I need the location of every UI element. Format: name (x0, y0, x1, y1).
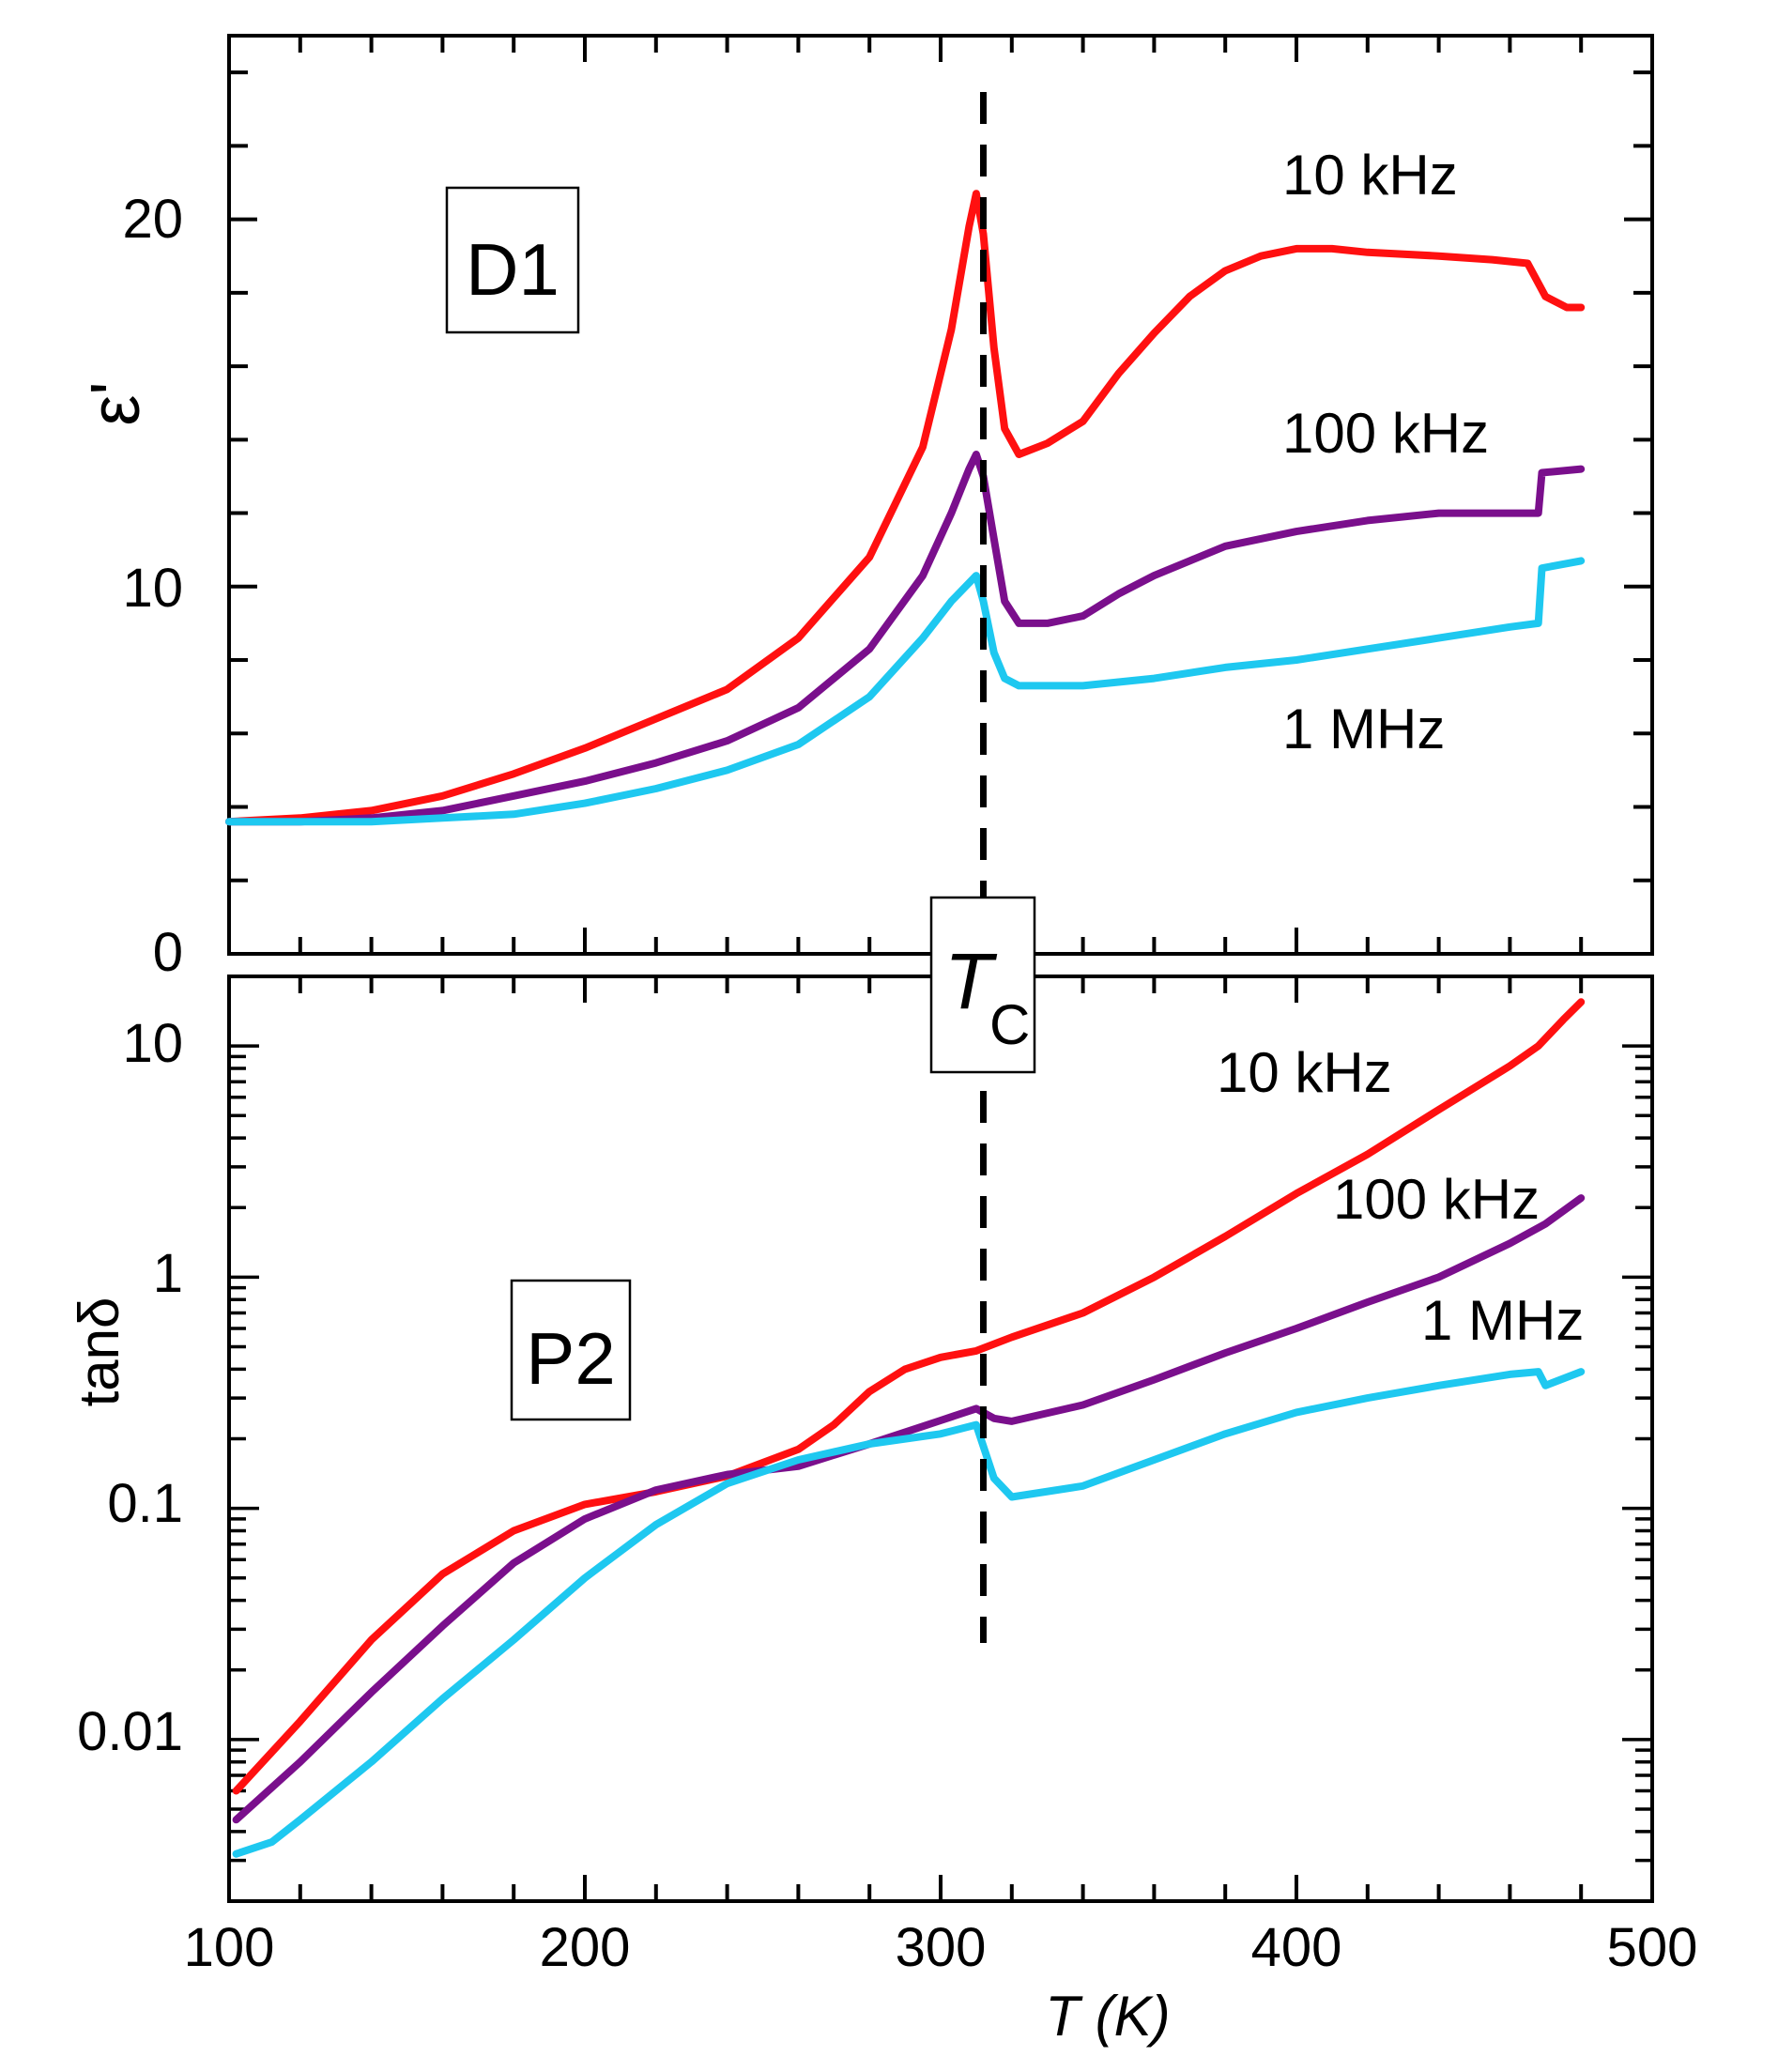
top-label-1mhz: 1 MHz (1282, 698, 1445, 760)
top-series-group (225, 190, 1586, 826)
bottom-ytick-label-10: 10 (122, 1013, 183, 1074)
bottom-series-1-mhz (232, 1368, 1586, 1858)
bottom-series-100-khz (232, 1194, 1586, 1824)
bottom-ytick-label-0.01: 0.01 (77, 1701, 183, 1762)
panel-label-box-p2 (510, 1279, 632, 1421)
xtick-label-100: 100 (184, 1917, 275, 1978)
x-axis-title: T (K) (1045, 1985, 1170, 2048)
panel-label-d1: D1 (466, 228, 559, 311)
xtick-label-400: 400 (1251, 1917, 1342, 1978)
bottom-label-1mhz: 1 MHz (1421, 1289, 1584, 1352)
bottom-axis-ticks (227, 975, 1654, 1903)
top-series-100-khz (225, 451, 1586, 826)
bottom-series-10-khz (232, 998, 1586, 1795)
top-label-100khz: 100 kHz (1282, 402, 1489, 465)
bottom-ytick-label-0.1: 0.1 (107, 1473, 183, 1534)
top-ytick-label-10: 10 (122, 558, 183, 619)
top-series-1-mhz (225, 557, 1586, 826)
xtick-label-200: 200 (540, 1917, 631, 1978)
bottom-series-group (232, 998, 1586, 1858)
bottom-y-axis-title: tanδ (68, 1297, 130, 1407)
tc-label-box (929, 896, 1036, 1074)
top-y-axis-title: ε' (76, 381, 154, 425)
top-series-10-khz (225, 190, 1586, 826)
xtick-label-300: 300 (896, 1917, 987, 1978)
tc-label-sub: C (989, 993, 1030, 1056)
bottom-ytick-label-1: 1 (153, 1243, 183, 1304)
bottom-label-10khz: 10 kHz (1217, 1041, 1392, 1104)
top-ytick-label-20: 20 (122, 189, 183, 250)
panel-label-p2: P2 (526, 1317, 615, 1400)
top-label-10khz: 10 kHz (1282, 144, 1458, 207)
panel-label-box-d1 (445, 186, 580, 334)
bottom-label-100khz: 100 kHz (1333, 1168, 1540, 1231)
top-axis-ticks (227, 36, 1654, 956)
xtick-label-500: 500 (1607, 1917, 1698, 1978)
top-ytick-label-0: 0 (153, 922, 183, 983)
bottom-panel-frame (227, 975, 1654, 1903)
tc-label-main: T (944, 937, 998, 1025)
